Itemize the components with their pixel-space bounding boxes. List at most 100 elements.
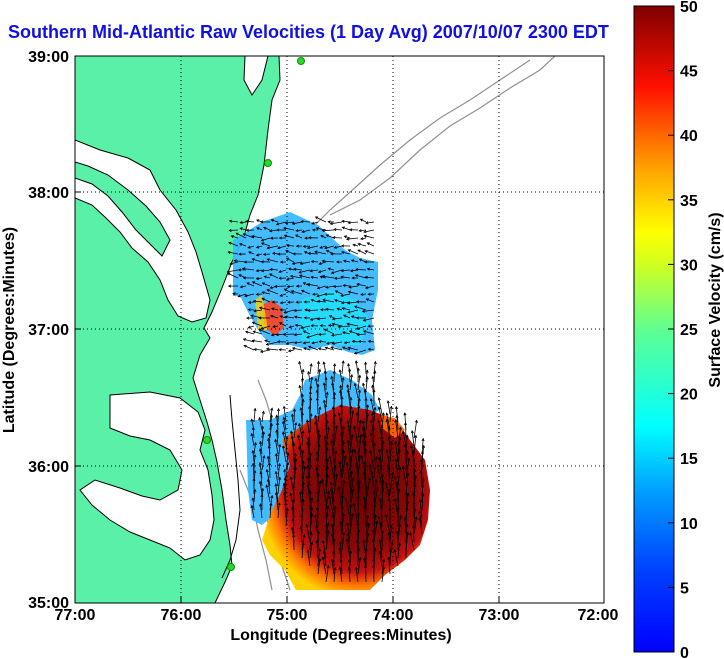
velocity-arrow-head — [346, 420, 350, 424]
velocity-arrow-head — [335, 260, 340, 264]
velocity-arrow — [332, 434, 335, 455]
velocity-arrow-head — [341, 226, 345, 230]
velocity-arrow — [362, 309, 375, 312]
velocity-arrow-head — [307, 370, 311, 375]
velocity-arrow-head — [330, 558, 334, 562]
velocity-arrow-head — [331, 341, 335, 345]
velocity-arrow-head — [347, 558, 351, 563]
velocity-arrow-head — [243, 344, 247, 348]
velocity-arrow-head — [354, 274, 359, 278]
velocity-arrow-head — [340, 251, 345, 254]
velocity-arrow — [252, 281, 263, 287]
velocity-arrow — [317, 300, 327, 303]
velocity-arrow — [353, 426, 359, 447]
velocity-arrow-head — [269, 422, 273, 427]
velocity-arrow — [256, 245, 263, 248]
velocity-arrow-head — [282, 405, 286, 409]
velocity-arrow-head — [356, 522, 360, 526]
velocity-arrow — [330, 489, 335, 511]
velocity-arrow-head — [410, 429, 414, 434]
velocity-arrow — [260, 503, 263, 519]
velocity-arrow-head — [358, 229, 362, 233]
velocity-arrow-head — [334, 450, 338, 454]
velocity-arrow-head — [262, 252, 267, 256]
velocity-arrow — [242, 268, 255, 271]
velocity-arrow — [388, 557, 391, 575]
velocity-arrow — [348, 291, 359, 295]
velocity-arrow-head — [332, 550, 336, 554]
velocity-arrow-head — [386, 466, 391, 470]
velocity-arrow-head — [363, 260, 368, 264]
velocity-arrow — [264, 276, 271, 279]
velocity-arrow-head — [269, 414, 273, 418]
velocity-arrow-head — [409, 531, 413, 536]
velocity-arrow-head — [385, 418, 389, 423]
velocity-arrow-head — [377, 406, 381, 410]
velocity-arrow-head — [306, 335, 310, 339]
velocity-arrow-head — [332, 538, 336, 542]
velocity-arrow — [307, 283, 319, 287]
velocity-arrow-head — [293, 341, 297, 345]
velocity-arrow — [229, 229, 239, 231]
velocity-arrow — [317, 285, 327, 289]
velocity-arrow — [363, 471, 367, 495]
velocity-arrow — [405, 458, 410, 479]
velocity-arrow-head — [279, 308, 283, 312]
velocity-arrow-head — [331, 322, 335, 326]
velocity-arrow-head — [318, 558, 322, 562]
velocity-arrow-head — [361, 420, 366, 424]
velocity-arrow — [266, 485, 271, 503]
velocity-arrow-head — [262, 455, 266, 459]
velocity-arrow — [230, 261, 239, 265]
velocity-arrow-head — [321, 259, 325, 263]
velocity-arrow-head — [358, 556, 362, 561]
velocity-arrow — [340, 521, 343, 543]
velocity-arrow-head — [295, 300, 299, 304]
velocity-arrow-head — [281, 445, 286, 449]
velocity-arrow-head — [299, 407, 303, 411]
velocity-arrow — [358, 341, 367, 343]
velocity-arrow-head — [328, 315, 333, 319]
velocity-arrow-head — [245, 219, 249, 224]
velocity-arrow — [370, 398, 375, 415]
velocity-arrow-head — [292, 252, 296, 256]
velocity-arrow-head — [300, 393, 304, 397]
velocity-arrow-head — [275, 228, 280, 232]
velocity-arrow — [271, 308, 279, 311]
velocity-arrow-head — [336, 307, 340, 311]
velocity-arrow-head — [267, 461, 272, 466]
velocity-arrow-head — [308, 405, 312, 409]
velocity-arrow — [363, 317, 375, 321]
velocity-arrow — [239, 243, 247, 247]
velocity-arrow-head — [269, 314, 274, 318]
velocity-arrow-head — [315, 397, 319, 401]
velocity-arrow-head — [414, 434, 418, 438]
velocity-arrow-head — [331, 433, 335, 437]
velocity-arrow-head — [317, 332, 322, 336]
velocity-arrow — [270, 315, 279, 319]
velocity-arrow-head — [293, 333, 297, 337]
velocity-arrow — [277, 477, 281, 495]
velocity-arrow-head — [340, 301, 345, 305]
velocity-arrow-head — [278, 443, 282, 448]
velocity-arrow-head — [353, 449, 357, 453]
velocity-arrow-head — [300, 513, 304, 518]
velocity-arrow-head — [306, 283, 310, 287]
velocity-arrow-head — [328, 455, 332, 459]
velocity-arrow — [345, 498, 351, 519]
velocity-arrow-head — [345, 538, 349, 542]
velocity-arrow-head — [341, 449, 346, 453]
velocity-arrow-head — [328, 495, 332, 499]
velocity-arrow-head — [357, 242, 361, 246]
velocity-arrow — [325, 420, 328, 439]
velocity-arrow-head — [406, 472, 410, 476]
velocity-arrow — [286, 341, 295, 344]
velocity-arrow-head — [322, 298, 326, 302]
velocity-arrow-head — [358, 258, 362, 262]
velocity-arrow — [251, 505, 255, 519]
velocity-arrow-head — [315, 227, 319, 231]
velocity-arrow-head — [398, 466, 402, 470]
velocity-arrow-head — [356, 333, 360, 337]
velocity-arrow — [293, 268, 303, 271]
velocity-arrow-head — [355, 326, 360, 330]
